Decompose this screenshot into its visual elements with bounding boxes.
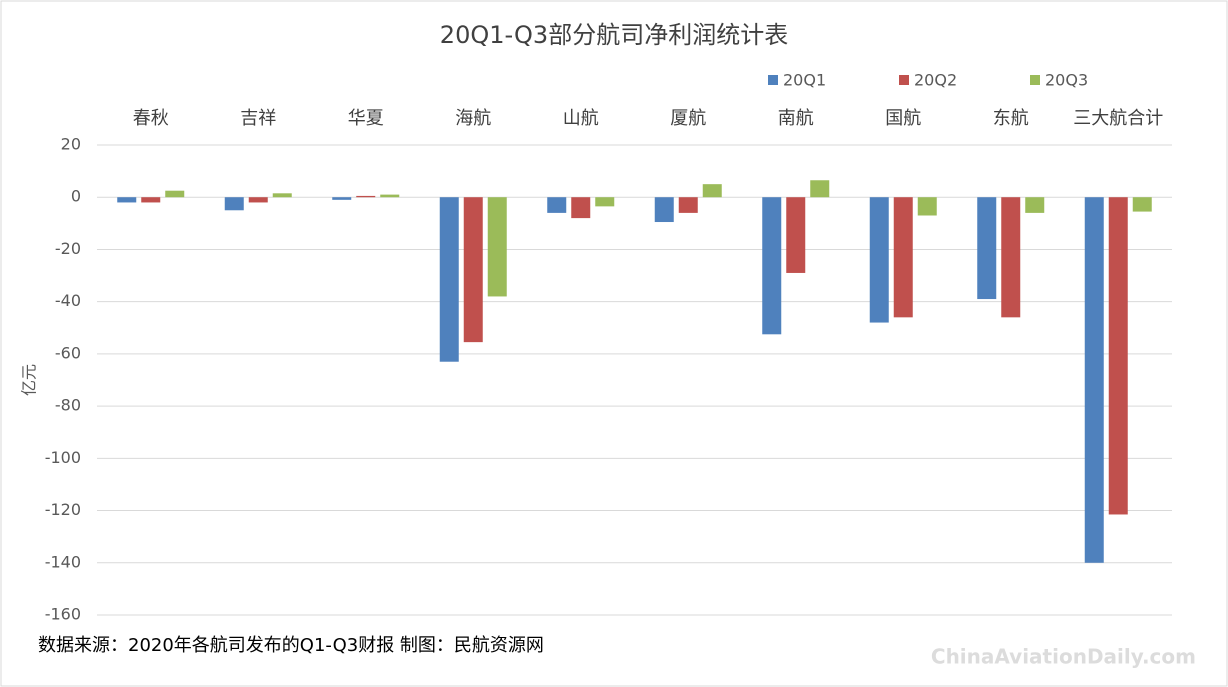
bar bbox=[786, 197, 806, 273]
bar bbox=[439, 197, 459, 362]
bar bbox=[571, 197, 591, 219]
bar bbox=[1001, 197, 1021, 318]
bar bbox=[380, 194, 400, 198]
category-label: 山航 bbox=[563, 108, 599, 129]
bar bbox=[463, 197, 483, 343]
y-tick-label: -20 bbox=[55, 239, 81, 258]
bar bbox=[917, 197, 937, 216]
bar bbox=[762, 197, 782, 335]
bar bbox=[1025, 197, 1045, 213]
y-axis-label: 亿元 bbox=[20, 364, 39, 396]
bar bbox=[141, 197, 161, 203]
category-label: 厦航 bbox=[670, 108, 706, 129]
chart-title: 20Q1-Q3部分航司净利润统计表 bbox=[440, 21, 788, 49]
bar bbox=[332, 197, 352, 200]
legend-label: 20Q1 bbox=[783, 71, 826, 90]
legend-swatch bbox=[1030, 75, 1040, 85]
bar bbox=[654, 197, 674, 223]
bar bbox=[356, 195, 376, 198]
bar bbox=[547, 197, 567, 213]
y-tick-label: 0 bbox=[71, 187, 81, 206]
bar bbox=[272, 193, 292, 198]
bar bbox=[977, 197, 997, 300]
bar bbox=[248, 197, 268, 203]
category-label: 吉祥 bbox=[240, 108, 276, 129]
bar bbox=[487, 197, 507, 297]
bar bbox=[869, 197, 889, 323]
category-label: 三大航合计 bbox=[1073, 108, 1163, 129]
legend-swatch bbox=[768, 75, 778, 85]
category-label: 南航 bbox=[778, 108, 814, 129]
y-tick-label: -140 bbox=[45, 552, 81, 571]
y-tick-label: -40 bbox=[55, 291, 81, 310]
category-label: 春秋 bbox=[133, 108, 169, 129]
y-tick-label: -100 bbox=[45, 448, 81, 467]
bar bbox=[165, 190, 185, 198]
category-label: 东航 bbox=[993, 108, 1029, 129]
category-label: 华夏 bbox=[348, 108, 384, 129]
y-tick-label: 20 bbox=[61, 135, 81, 154]
bar bbox=[224, 197, 244, 211]
y-tick-label: -120 bbox=[45, 500, 81, 519]
legend-label: 20Q2 bbox=[914, 71, 957, 90]
bar bbox=[1108, 197, 1128, 515]
bar bbox=[1084, 197, 1104, 563]
category-label: 国航 bbox=[885, 108, 921, 129]
y-tick-label: -60 bbox=[55, 343, 81, 362]
bar bbox=[893, 197, 913, 318]
bar bbox=[595, 197, 615, 207]
bar bbox=[1132, 197, 1152, 212]
bar bbox=[117, 197, 137, 203]
legend-label: 20Q3 bbox=[1045, 71, 1088, 90]
y-tick-label: -160 bbox=[45, 605, 81, 624]
source-note: 数据来源：2020年各航司发布的Q1-Q3财报 制图：民航资源网 bbox=[38, 635, 544, 656]
bar bbox=[702, 184, 722, 198]
legend-swatch bbox=[899, 75, 909, 85]
y-tick-label: -80 bbox=[55, 396, 81, 415]
bar bbox=[678, 197, 698, 213]
watermark: ChinaAviationDaily.com bbox=[931, 645, 1196, 669]
category-label: 海航 bbox=[455, 108, 491, 129]
bar bbox=[810, 180, 830, 198]
